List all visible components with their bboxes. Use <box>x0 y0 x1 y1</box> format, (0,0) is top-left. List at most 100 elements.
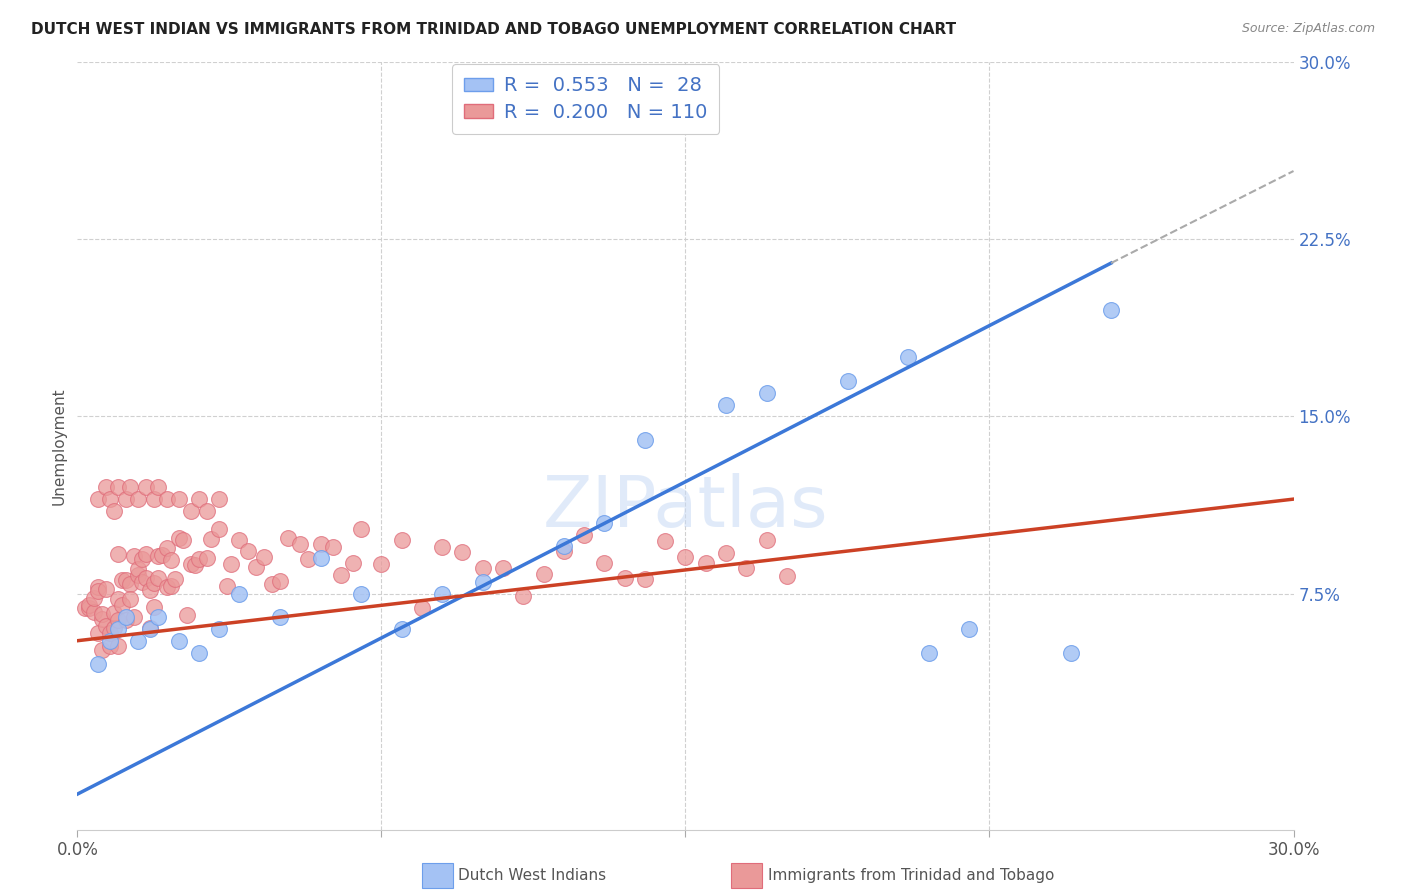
Point <box>329 568 352 582</box>
Point <box>755 533 778 547</box>
Point <box>1059 646 1081 660</box>
Point <box>139 582 162 597</box>
Point <box>135 480 157 494</box>
Point <box>918 646 941 660</box>
Point <box>107 592 129 607</box>
Point <box>837 374 859 388</box>
Point <box>260 576 283 591</box>
Point <box>451 545 474 559</box>
Point <box>553 539 575 553</box>
Point <box>613 571 636 585</box>
Point <box>98 639 121 653</box>
Point <box>115 492 138 507</box>
Point <box>221 557 243 571</box>
Point <box>90 612 112 626</box>
Point <box>572 528 595 542</box>
Point <box>228 586 250 600</box>
Point <box>143 576 166 591</box>
Point <box>94 619 117 633</box>
Point <box>94 582 117 596</box>
Point <box>217 579 239 593</box>
Point <box>370 557 392 571</box>
Point <box>94 480 117 494</box>
Point <box>135 548 157 562</box>
Point <box>533 567 555 582</box>
Point <box>167 531 190 545</box>
Point <box>115 614 138 628</box>
Point <box>79 598 101 612</box>
Point <box>107 547 129 561</box>
Point <box>245 560 267 574</box>
Point <box>897 351 920 365</box>
Point <box>127 492 149 507</box>
Point <box>208 492 231 507</box>
Point <box>195 551 218 566</box>
Point <box>155 581 177 595</box>
Point <box>86 492 108 507</box>
Point <box>172 533 194 547</box>
Point <box>107 613 129 627</box>
Point <box>634 573 657 587</box>
Y-axis label: Unemployment: Unemployment <box>51 387 66 505</box>
Point <box>90 642 112 657</box>
Point <box>103 606 125 620</box>
Point <box>98 492 121 507</box>
Point <box>654 533 676 548</box>
Text: Immigrants from Trinidad and Tobago: Immigrants from Trinidad and Tobago <box>768 868 1054 882</box>
Point <box>277 531 299 545</box>
Point <box>167 633 190 648</box>
Point <box>86 657 108 672</box>
Point <box>1099 303 1122 318</box>
Point <box>755 385 778 400</box>
Text: DUTCH WEST INDIAN VS IMMIGRANTS FROM TRINIDAD AND TOBAGO UNEMPLOYMENT CORRELATIO: DUTCH WEST INDIAN VS IMMIGRANTS FROM TRI… <box>31 22 956 37</box>
Point <box>200 532 222 546</box>
Point <box>83 591 105 605</box>
Point <box>290 537 312 551</box>
Point <box>131 551 153 566</box>
Point <box>195 504 218 518</box>
Point <box>471 561 494 575</box>
Point <box>391 622 413 636</box>
Point <box>86 580 108 594</box>
Point <box>269 574 291 588</box>
Point <box>411 600 433 615</box>
Point <box>155 492 177 507</box>
Text: Source: ZipAtlas.com: Source: ZipAtlas.com <box>1241 22 1375 36</box>
Point <box>86 626 108 640</box>
Point <box>86 583 108 598</box>
Point <box>176 607 198 622</box>
Point <box>512 589 534 603</box>
Point <box>309 537 332 551</box>
Point <box>342 556 364 570</box>
Point <box>107 639 129 653</box>
Point <box>79 601 101 615</box>
Point <box>180 557 202 571</box>
Point <box>148 571 170 585</box>
Point <box>98 626 121 640</box>
Text: Dutch West Indians: Dutch West Indians <box>458 868 606 882</box>
Point <box>122 549 145 563</box>
Point <box>957 622 980 636</box>
Point <box>98 633 121 648</box>
Point <box>236 544 259 558</box>
Point <box>430 541 453 555</box>
Point <box>143 599 166 614</box>
Point <box>127 562 149 576</box>
Point <box>83 605 105 619</box>
Point <box>159 579 181 593</box>
Point <box>350 522 373 536</box>
Point <box>148 549 170 563</box>
Point <box>103 621 125 635</box>
Point <box>228 533 250 547</box>
Point <box>471 574 494 589</box>
Point <box>593 556 616 570</box>
Point <box>167 492 190 507</box>
Point <box>75 600 97 615</box>
Point <box>107 480 129 494</box>
Point <box>350 586 373 600</box>
Point <box>148 480 170 494</box>
Point <box>208 622 231 636</box>
Point <box>127 568 149 582</box>
Point <box>309 551 332 566</box>
Point <box>127 633 149 648</box>
